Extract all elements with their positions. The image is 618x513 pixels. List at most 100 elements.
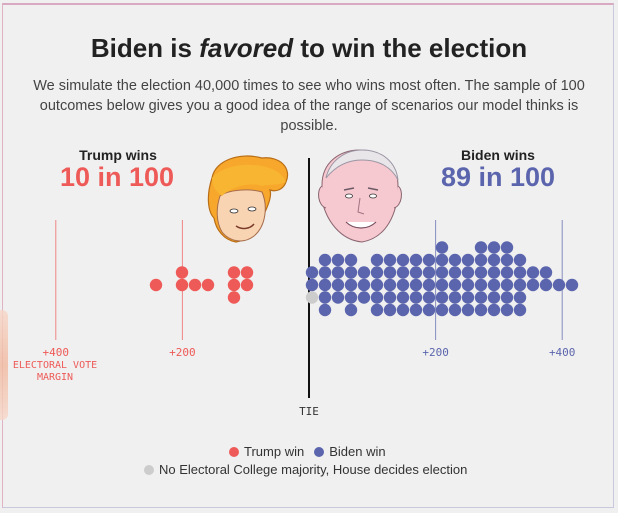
tie-legend-dot bbox=[144, 464, 154, 475]
outcome-dot bbox=[175, 266, 189, 279]
chart-frame bbox=[2, 3, 614, 508]
outcome-dot bbox=[474, 253, 488, 267]
outcome-dot bbox=[383, 278, 397, 292]
tick-label: +400 bbox=[549, 346, 576, 359]
outcome-dot bbox=[539, 278, 553, 292]
biden-win-legend-label: Biden win bbox=[329, 444, 386, 459]
outcome-dot bbox=[448, 253, 462, 267]
biden-wins-label: Biden wins bbox=[461, 147, 535, 163]
electoral-vote-margin-label: ELECTORAL VOTE MARGIN bbox=[13, 360, 97, 383]
outcome-dot bbox=[149, 278, 163, 292]
outcome-dot bbox=[318, 303, 332, 317]
outcome-dot bbox=[383, 303, 397, 317]
outcome-dot bbox=[331, 291, 345, 304]
outcome-dot bbox=[461, 278, 475, 292]
outcome-dot bbox=[487, 253, 501, 267]
tick-label: +200 bbox=[169, 346, 196, 359]
tick-label: +200 bbox=[422, 346, 449, 359]
outcome-dot bbox=[396, 278, 410, 292]
outcome-dot bbox=[422, 278, 436, 292]
tie-legend-label: No Electoral College majority, House dec… bbox=[159, 462, 468, 477]
outcome-dot bbox=[318, 253, 332, 267]
biden-wins-count: 89 in 100 bbox=[440, 162, 556, 192]
outcome-dot bbox=[500, 253, 514, 267]
outcome-dot bbox=[500, 241, 514, 254]
outcome-dot bbox=[383, 291, 397, 304]
outcome-dot bbox=[461, 266, 475, 279]
outcome-dot bbox=[513, 291, 527, 304]
outcome-dot bbox=[396, 266, 410, 279]
outcome-dot bbox=[331, 253, 345, 267]
outcome-dot bbox=[396, 303, 410, 317]
tick-label: +400 bbox=[43, 346, 70, 359]
outcome-dot bbox=[435, 303, 449, 317]
outcome-dot bbox=[552, 278, 566, 292]
outcome-dot bbox=[500, 303, 514, 317]
outcome-dot bbox=[227, 291, 241, 304]
outcome-dot bbox=[461, 253, 475, 267]
outcome-dot bbox=[240, 278, 254, 292]
outcome-dot bbox=[513, 266, 527, 279]
outcome-dot bbox=[435, 291, 449, 304]
outcome-dot bbox=[409, 291, 423, 304]
outcome-dot bbox=[175, 278, 189, 292]
outcome-dot bbox=[331, 278, 345, 292]
outcome-dot bbox=[396, 253, 410, 267]
outcome-dot bbox=[500, 291, 514, 304]
outcome-dot bbox=[487, 291, 501, 304]
outcome-dot bbox=[422, 291, 436, 304]
outcome-dot bbox=[370, 291, 384, 304]
outcome-dot bbox=[526, 278, 540, 292]
outcome-dot bbox=[318, 266, 332, 279]
outcome-dot bbox=[409, 278, 423, 292]
outcome-dot bbox=[474, 266, 488, 279]
outcome-dot bbox=[409, 303, 423, 317]
outcome-dot bbox=[435, 278, 449, 292]
outcome-dot bbox=[422, 303, 436, 317]
outcome-dot bbox=[370, 303, 384, 317]
page-title: Biden is favored to win the election bbox=[90, 33, 528, 63]
outcome-dot bbox=[513, 278, 527, 292]
outcome-dot bbox=[370, 278, 384, 292]
trump-win-legend-dot bbox=[229, 446, 239, 457]
outcome-dot bbox=[474, 303, 488, 317]
outcome-dot bbox=[487, 266, 501, 279]
decorative-edge bbox=[0, 310, 8, 420]
outcome-dot bbox=[448, 291, 462, 304]
outcome-dot bbox=[318, 278, 332, 292]
outcome-dot bbox=[370, 253, 384, 267]
outcome-dot bbox=[474, 291, 488, 304]
outcome-dot bbox=[461, 303, 475, 317]
outcome-dot bbox=[227, 266, 241, 279]
trump-head-illustration bbox=[207, 155, 289, 243]
outcome-dot bbox=[435, 241, 449, 254]
outcome-dot bbox=[357, 291, 371, 304]
outcome-dot bbox=[448, 266, 462, 279]
outcome-dot bbox=[565, 278, 579, 292]
biden-win-legend-dot bbox=[314, 446, 325, 457]
biden-head-illustration bbox=[318, 149, 402, 243]
outcome-dot bbox=[461, 291, 475, 304]
subtitle: We simulate the election 40,000 times to… bbox=[33, 78, 585, 134]
outcome-dot bbox=[331, 266, 345, 279]
outcome-dot bbox=[357, 266, 371, 279]
trump-wins-count: 10 in 100 bbox=[59, 162, 175, 192]
outcome-dot bbox=[435, 253, 449, 267]
outcome-dot bbox=[344, 266, 358, 279]
outcome-dot bbox=[227, 278, 241, 292]
outcome-dot bbox=[344, 253, 358, 267]
trump-win-legend-label: Trump win bbox=[244, 444, 305, 459]
outcome-dot bbox=[409, 266, 423, 279]
outcome-dot bbox=[318, 291, 332, 304]
outcome-dot bbox=[383, 253, 397, 267]
trump-wins-label: Trump wins bbox=[79, 147, 157, 163]
outcome-dot bbox=[383, 266, 397, 279]
outcome-dot bbox=[305, 278, 319, 292]
outcome-dot bbox=[513, 253, 527, 267]
outcome-dot bbox=[344, 278, 358, 292]
outcome-dot bbox=[370, 266, 384, 279]
outcome-dot bbox=[487, 241, 501, 254]
legend-row-2: No Electoral College majority, House dec… bbox=[144, 462, 467, 477]
outcome-dot bbox=[539, 266, 553, 279]
outcome-dot bbox=[500, 278, 514, 292]
